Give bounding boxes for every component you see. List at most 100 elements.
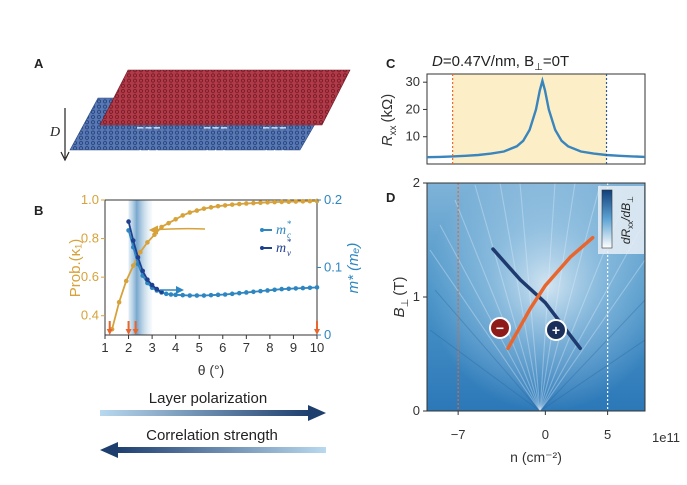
layer-polarization-label: Layer polarization	[149, 390, 267, 407]
series-point	[279, 199, 284, 205]
series-point	[279, 286, 284, 292]
rxx-curve	[426, 76, 646, 159]
series-point	[229, 202, 235, 207]
yright-tick-label: 0.1	[324, 260, 342, 275]
x-tick-label: 2	[125, 340, 132, 355]
series-point	[258, 288, 263, 294]
legend-mc-star: *	[287, 219, 292, 229]
title-sub: ⊥	[534, 62, 543, 73]
series-point	[187, 210, 193, 215]
ylabel-right: m* (mₑ)	[345, 243, 362, 294]
series-point	[236, 290, 242, 296]
series-point	[152, 232, 157, 238]
legend-b: m c * m v *	[260, 219, 292, 258]
panel-d-label: D	[386, 190, 395, 205]
theta-marker-head	[106, 329, 113, 335]
x-tick-label: 8	[266, 340, 273, 355]
panel-a-label: A	[34, 56, 44, 71]
plus-marker: +	[545, 319, 567, 341]
plot-frame-c	[426, 73, 646, 165]
series-point	[145, 240, 150, 245]
series-point	[149, 282, 155, 288]
series-point	[180, 213, 186, 218]
series-point	[201, 206, 207, 211]
series-point	[201, 293, 207, 298]
x-tick-label: 10	[310, 340, 324, 355]
series-point	[236, 201, 242, 207]
series-point	[265, 288, 270, 293]
bilayer-illustration	[69, 69, 351, 151]
navy-trajectory	[491, 247, 582, 351]
yleft-tick-label: 0.4	[81, 308, 99, 323]
ylabel-left: Prob.(κ₁)	[67, 239, 84, 297]
series-point	[251, 200, 256, 206]
series-point	[126, 219, 131, 224]
legend-mv-sub: v	[287, 248, 291, 258]
series-point	[258, 200, 263, 205]
yleft-tick-label: 1.0	[81, 192, 99, 207]
x-tick-label: 6	[219, 340, 226, 355]
theta-marker-head	[314, 329, 320, 335]
series-point	[222, 203, 228, 208]
panel-b-label: B	[34, 203, 43, 218]
landau-fan-texture	[429, 183, 645, 411]
colorbar	[601, 189, 613, 249]
series-point	[168, 292, 174, 297]
minus-marker: −	[489, 317, 511, 339]
c-y-tick-label: 20	[406, 101, 420, 116]
series-point	[215, 203, 221, 209]
series-point	[194, 293, 200, 298]
xlabel-theta: θ (°)	[198, 362, 225, 378]
series-point	[208, 205, 214, 210]
d-y-tick-label: 1	[413, 289, 420, 304]
series-point	[145, 277, 150, 282]
title-suffix: =0T	[543, 53, 569, 70]
series-point	[251, 289, 256, 295]
correlation-strength-label: Correlation strength	[146, 427, 278, 444]
d-x-tick-label: 5	[604, 427, 611, 442]
series-point	[286, 199, 292, 205]
field-arrow-d: D	[49, 108, 70, 162]
top-charges-1: −−−	[136, 123, 161, 134]
svg-text:−: −	[496, 320, 504, 336]
x-tick-label: 3	[148, 340, 155, 355]
series-point	[293, 199, 299, 204]
colorbar-label: dRxx/dB⊥	[619, 196, 635, 244]
correlation-strength-arrow: Correlation strength	[100, 427, 326, 458]
series-point	[187, 293, 193, 298]
top-charges-3: −−−	[262, 123, 287, 134]
x-tick-label: 9	[290, 340, 297, 355]
series-point	[180, 292, 186, 298]
d-x-tick-label: −7	[451, 427, 466, 442]
field-label-d: D	[49, 125, 60, 140]
series-point	[222, 292, 228, 297]
d-y-tick-label: 0	[413, 403, 420, 418]
title-mid: =0.47V/nm, B	[443, 53, 534, 70]
d-x-tick-label: 0	[542, 427, 549, 442]
c-y-tick-label: 10	[406, 129, 420, 144]
prob-arrow-head	[148, 225, 159, 235]
panel-c-label: C	[386, 56, 396, 71]
panel-c-plot: 10 20 30 Rxx(kΩ)	[379, 73, 646, 165]
series-point	[194, 208, 200, 213]
top-layer	[99, 69, 351, 126]
panel-d-ticks: 0 1 2 −7 0 5	[413, 175, 611, 442]
bottom-charges-1: +++	[136, 148, 161, 159]
series-point	[140, 268, 145, 274]
series-point	[265, 200, 270, 205]
prob-arrow	[151, 227, 206, 231]
panel-b-ticks: 1 2 3 4 5 6 7 8 9 10 0.4 0.6 0.8 1.0 0 0.1 0.2	[81, 192, 342, 355]
ylabel-bperp: B⊥(T)	[391, 277, 411, 318]
legend-mv-star: *	[287, 237, 292, 247]
panel-c-ticks: 10 20 30	[406, 74, 427, 144]
series-point	[307, 285, 313, 291]
series-point	[244, 201, 249, 206]
series-point	[116, 299, 122, 305]
svg-text:+: +	[552, 322, 560, 338]
series-point	[272, 287, 277, 293]
theta-marker-head	[132, 329, 139, 335]
d-y-tick-label: 2	[413, 175, 420, 190]
series-point	[173, 216, 178, 222]
series-point	[130, 238, 136, 243]
